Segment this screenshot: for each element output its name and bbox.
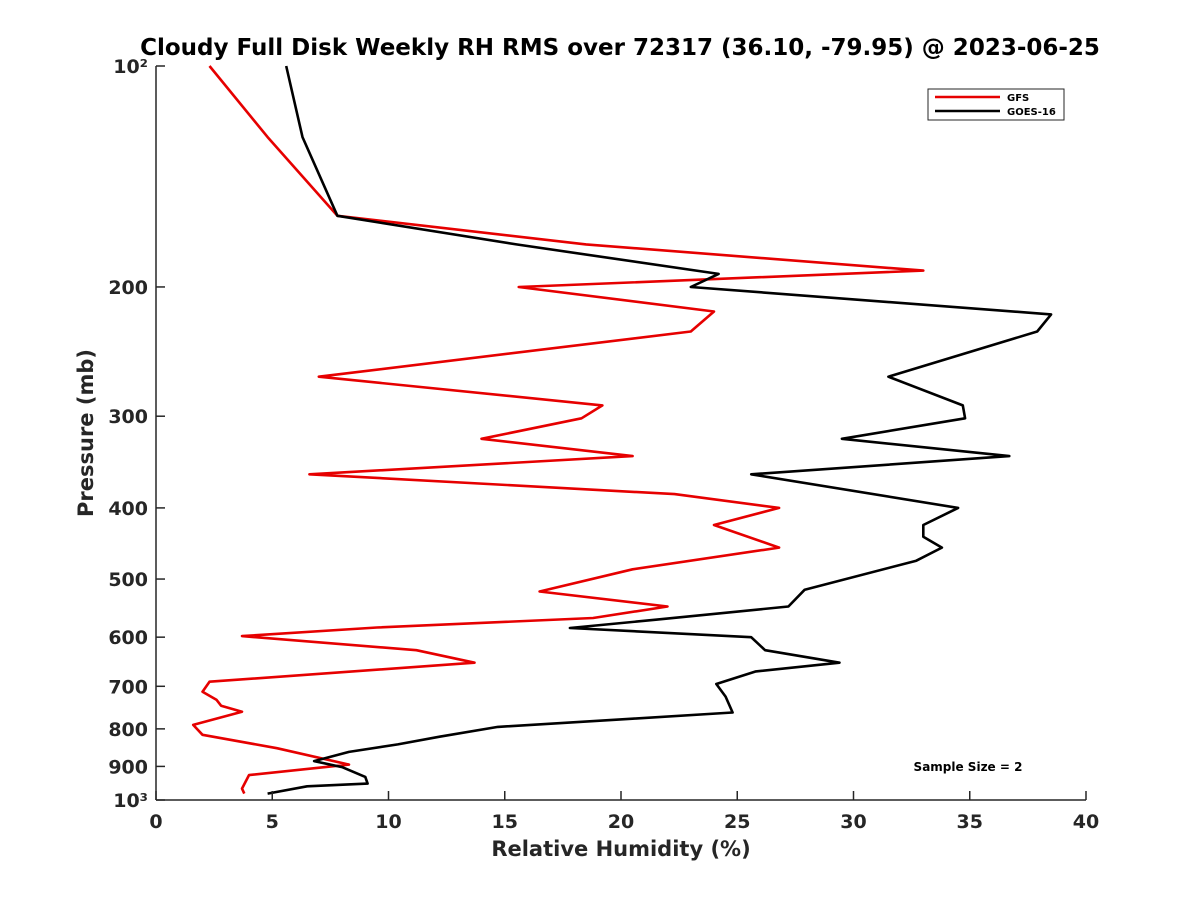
x-ticks: 0 5 10 15 20 25 30 35 40 (149, 791, 1099, 833)
chart-title: Cloudy Full Disk Weekly RH RMS over 7231… (140, 35, 1100, 61)
y-tick-label: 10² (113, 56, 148, 78)
y-tick-label: 200 (108, 277, 148, 299)
y-tick-label: 300 (108, 406, 148, 428)
plot-axes (156, 66, 1086, 800)
y-tick-label: 700 (108, 676, 148, 698)
series-line-goes-16 (267, 65, 1053, 795)
y-tick-label: 900 (108, 756, 148, 778)
x-tick-label: 30 (840, 811, 866, 833)
x-axis-label: Relative Humidity (%) (491, 837, 750, 861)
x-tick-label: 15 (492, 811, 518, 833)
x-tick-label: 35 (957, 811, 983, 833)
series-layer (191, 65, 1053, 795)
y-ticks: 10² 200 300 400 500 600 700 800 900 10³ (108, 56, 165, 812)
sample-size-annotation: Sample Size = 2 (914, 760, 1023, 774)
x-tick-label: 10 (375, 811, 401, 833)
x-tick-label: 20 (608, 811, 634, 833)
x-tick-label: 25 (724, 811, 750, 833)
y-tick-label: 800 (108, 719, 148, 741)
y-tick-label: 400 (108, 498, 148, 520)
x-tick-label: 5 (266, 811, 279, 833)
legend-label-goes16: GOES-16 (1007, 107, 1056, 118)
x-tick-label: 40 (1073, 811, 1099, 833)
y-axis-label: Pressure (mb) (74, 349, 98, 517)
legend-label-gfs: GFS (1007, 93, 1029, 104)
y-tick-label: 500 (108, 569, 148, 591)
x-tick-label: 0 (149, 811, 162, 833)
y-tick-label: 600 (108, 627, 148, 649)
series-line-gfs (191, 65, 925, 795)
legend-box (927, 88, 1065, 121)
legend: GFS GOES-16 (927, 88, 1065, 121)
y-tick-label: 10³ (113, 790, 148, 812)
